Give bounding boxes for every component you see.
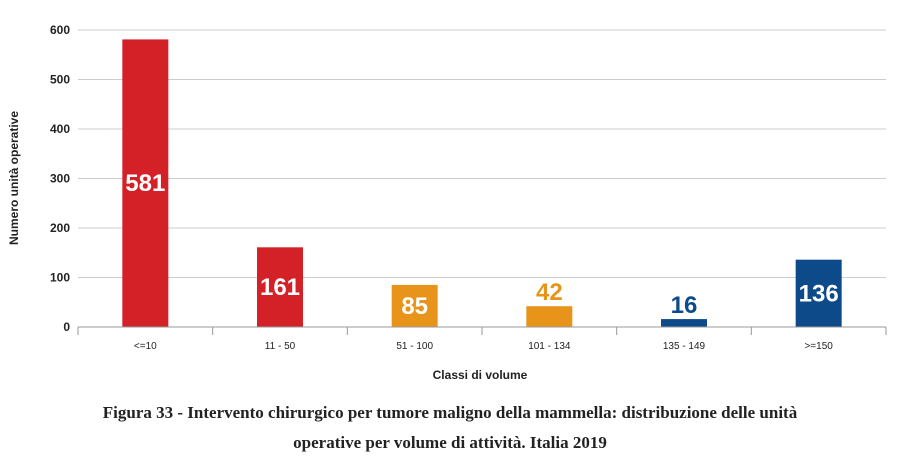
y-axis-title: Numero unità operative [7,111,21,245]
y-tick-label: 300 [50,172,70,186]
bar-value-label: 85 [401,293,428,320]
figure-caption: Figura 33 - Intervento chirurgico per tu… [0,398,900,458]
x-tick-label: 101 - 134 [528,341,571,352]
bars [122,39,842,327]
x-tick-label: <=10 [134,341,157,352]
caption-line-2: operative per volume di attività. Italia… [293,433,607,452]
x-axis-title: Classi di volume [433,368,528,382]
y-tick-label: 200 [50,221,70,235]
bar-value-label: 136 [799,280,839,307]
bar-value-label: 581 [125,170,165,197]
x-tick-label: 51 - 100 [396,341,433,352]
caption-line-1: Figura 33 - Intervento chirurgico per tu… [102,403,798,422]
bar-value-label: 161 [260,274,300,301]
y-tick-label: 400 [50,122,70,136]
bar [391,284,438,327]
x-axis-ticks: <=10 11 - 50 51 - 100 101 - 134 135 - 149 >=1… [77,327,887,352]
bar [122,39,169,327]
bar-value-label: 16 [671,292,698,319]
bar-value-labels: 581 161 85 42 16 136 [125,170,838,320]
bar-chart: 0 100 200 300 400 500 600 581 161 85 42 16 136 <=10… [7,23,887,382]
x-tick-label: 11 - 50 [265,341,296,352]
y-tick-label: 600 [50,23,70,37]
gridlines [78,29,886,278]
y-tick-label: 500 [50,73,70,87]
y-axis-ticks: 0 100 200 300 400 500 600 [50,23,70,334]
bar [257,247,303,327]
bar [795,259,842,327]
y-tick-label: 100 [50,271,70,285]
x-tick-label: >=150 [804,341,833,352]
bar-value-label: 42 [536,279,563,306]
y-tick-label: 0 [63,320,70,334]
x-tick-label: 135 - 149 [663,341,706,352]
bar [661,319,707,327]
bar [526,306,573,327]
